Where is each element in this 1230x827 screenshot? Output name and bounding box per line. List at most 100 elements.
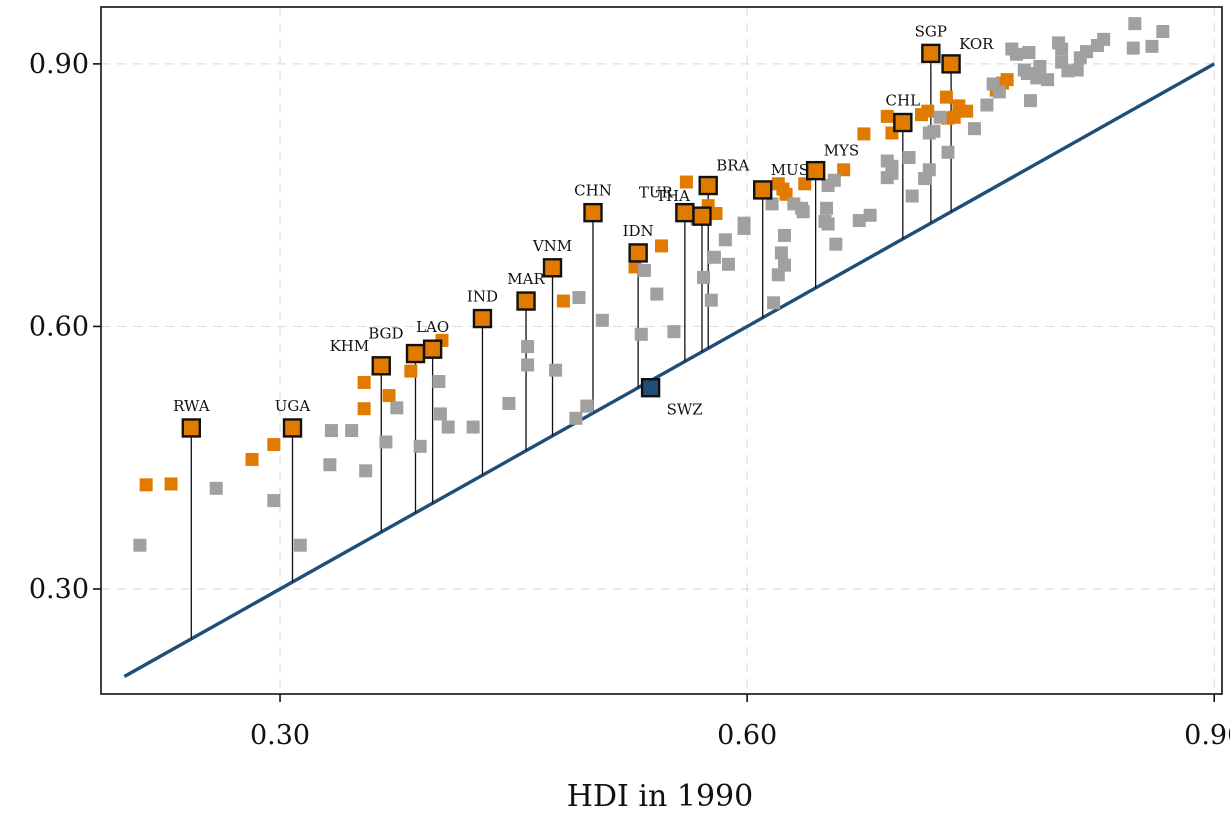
scatter-point xyxy=(466,420,480,434)
x-tick-label: 0.30 xyxy=(250,720,310,751)
scatter-point xyxy=(947,110,961,124)
scatter-point xyxy=(1156,25,1170,39)
y-tick-label: 0.30 xyxy=(29,574,89,605)
scatter-point xyxy=(857,127,871,141)
scatter-point xyxy=(1000,73,1014,87)
labeled-point xyxy=(405,343,426,364)
scatter-point xyxy=(777,258,791,272)
scatter-point xyxy=(837,163,851,177)
scatter-point xyxy=(704,293,718,307)
scatter-point xyxy=(433,407,447,421)
scatter-point xyxy=(580,399,594,413)
labeled-point xyxy=(181,418,202,438)
point-label: MYS xyxy=(824,142,860,160)
scatter-point xyxy=(379,435,393,449)
scatter-point xyxy=(267,494,281,508)
scatter-point xyxy=(1145,39,1159,53)
scatter-point xyxy=(655,239,668,253)
labeled-point xyxy=(371,356,391,376)
scatter-point xyxy=(941,145,955,159)
scatter-point xyxy=(521,340,535,354)
scatter-point xyxy=(357,402,371,416)
scatter-point xyxy=(905,189,919,203)
point-label: BGD xyxy=(368,325,403,343)
scatter-point xyxy=(164,477,178,491)
scatter-point xyxy=(650,287,664,301)
point-label: VNM xyxy=(532,237,572,255)
axis-ticks: 0.30 0.60 0.90 0.30 0.60 0.90 xyxy=(29,49,1230,751)
scatter-point xyxy=(502,396,516,410)
scatter-point xyxy=(267,438,281,452)
scatter-point xyxy=(679,175,693,189)
scatter-point xyxy=(827,173,841,187)
scatter-point xyxy=(922,163,936,177)
point-label: BRA xyxy=(716,157,749,175)
scatter-point xyxy=(933,110,947,124)
labeled-point xyxy=(921,43,941,64)
scatter-point xyxy=(667,325,681,339)
scatter-point xyxy=(967,122,981,136)
reference-line-layer xyxy=(123,62,1216,678)
labeled-point xyxy=(583,202,603,223)
plot-frame xyxy=(100,6,1223,695)
labeled-point xyxy=(753,180,773,200)
labeled-point xyxy=(422,339,443,359)
point-label: IND xyxy=(467,288,498,306)
scatter-point xyxy=(927,124,941,138)
labeled-point xyxy=(542,258,563,278)
scatter-point xyxy=(1128,17,1142,31)
scatter-point xyxy=(1033,60,1047,74)
scatter-point xyxy=(637,263,651,277)
scatter-point xyxy=(133,538,147,552)
scatter-point xyxy=(357,375,371,389)
scatter-point xyxy=(777,228,791,242)
scatter-point xyxy=(980,98,994,112)
scatter-point xyxy=(595,313,609,327)
scatter-point xyxy=(820,201,834,215)
point-label: SWZ xyxy=(667,401,703,419)
scatter-point xyxy=(323,458,337,472)
scatter-point xyxy=(1097,32,1111,46)
scatter-point xyxy=(1023,94,1037,108)
labeled-point xyxy=(805,160,826,181)
stem-lines xyxy=(190,53,952,639)
scatter-point xyxy=(796,205,810,219)
scatter-point xyxy=(556,294,570,308)
point-label: TUR xyxy=(639,184,674,202)
scatter-point xyxy=(921,104,935,118)
scatter-point xyxy=(209,481,223,495)
scatter-point xyxy=(709,207,723,221)
scatter-point xyxy=(697,270,711,284)
scatter-point xyxy=(1041,73,1055,87)
point-label: CHL xyxy=(886,92,921,110)
labeled-point xyxy=(516,291,536,311)
scatter-point xyxy=(902,151,916,165)
point-label: IDN xyxy=(623,222,654,240)
scatter-point xyxy=(880,171,894,185)
scatter-point xyxy=(721,257,735,271)
x-tick-label: 0.90 xyxy=(1184,720,1230,751)
scatter-point xyxy=(359,464,373,478)
scatter-point xyxy=(441,420,455,434)
point-label: MAR xyxy=(507,270,545,288)
scatter-point xyxy=(765,197,779,211)
scatter-point xyxy=(1009,47,1023,61)
x-tick-label: 0.60 xyxy=(717,720,777,751)
point-label: RWA xyxy=(173,397,210,415)
scatter-point xyxy=(798,177,812,191)
point-label: MUS xyxy=(771,161,809,179)
scatter-point xyxy=(293,538,307,552)
scatter-point xyxy=(569,411,583,425)
x-axis-title: HDI in 1990 xyxy=(567,779,753,814)
gridlines xyxy=(101,7,1222,694)
scatter-point xyxy=(572,291,586,305)
scatter-point xyxy=(1055,42,1069,56)
scatter-point xyxy=(707,250,721,264)
scatter-point xyxy=(737,221,751,235)
scatter-point xyxy=(139,478,153,492)
labeled-point xyxy=(941,54,961,74)
scatter-point xyxy=(382,389,396,403)
scatter-point xyxy=(863,208,877,222)
scatter-point xyxy=(852,214,866,228)
